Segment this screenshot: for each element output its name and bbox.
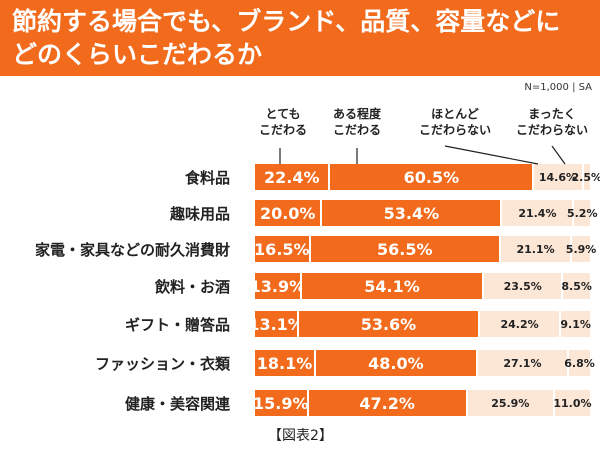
bar-segment: 24.2% xyxy=(479,311,560,337)
bar-segment: 53.6% xyxy=(299,311,478,337)
category-label: 食料品 xyxy=(184,169,230,187)
category-label: 趣味用品 xyxy=(169,205,230,223)
bar-segment: 11.0% xyxy=(553,390,592,416)
bar-segment: 53.4% xyxy=(322,200,501,226)
leader-line xyxy=(551,145,566,165)
bar-segment: 5.9% xyxy=(566,236,596,262)
bar-segment: 8.5% xyxy=(561,273,592,299)
category-label: 家電・家具などの耐久消費財 xyxy=(34,241,230,259)
bar-segment: 56.5% xyxy=(310,236,499,262)
legend-label: ある程度 こだわる xyxy=(332,107,381,137)
bar-segment: 21.1% xyxy=(501,236,571,262)
bar-segment: 21.4% xyxy=(502,200,573,226)
bar-segment: 48.0% xyxy=(315,350,476,376)
bar-segment: 15.9% xyxy=(253,390,309,416)
bar-segment: 14.6% xyxy=(534,164,582,190)
title-line-1: 節約する場合でも、ブランド、品質、容量などに xyxy=(12,7,561,36)
figure-label: 【図表2】 xyxy=(268,428,333,444)
bar-segment: 60.5% xyxy=(330,164,533,190)
category-label: ファッション・衣類 xyxy=(94,355,230,373)
bar-segment: 18.1% xyxy=(255,350,314,376)
bar-segment: 9.1% xyxy=(560,311,591,337)
bar-segment: 22.4% xyxy=(255,164,329,190)
bar-segment: 13.9% xyxy=(250,273,305,299)
sample-note: N=1,000 | SA xyxy=(524,82,592,93)
bar-segment: 25.9% xyxy=(467,390,553,416)
title-banner: 節約する場合でも、ブランド、品質、容量などに どのくらいこだわるか xyxy=(0,0,600,76)
legend-label: まったく こだわらない xyxy=(515,107,588,137)
bar-segment: 23.5% xyxy=(484,273,562,299)
bar-segment: 54.1% xyxy=(301,273,483,299)
bar-segment: 5.2% xyxy=(567,200,597,226)
category-label: ギフト・贈答品 xyxy=(124,316,230,334)
leader-line xyxy=(444,145,539,165)
legend-label: とても こだわる xyxy=(258,107,307,137)
bar-segment: 20.0% xyxy=(255,200,321,226)
bar-segment: 47.2% xyxy=(308,390,466,416)
bar-segment: 27.1% xyxy=(477,350,568,376)
category-label: 健康・美容関連 xyxy=(124,395,230,413)
category-label: 飲料・お酒 xyxy=(154,278,230,296)
bar-segment: 16.5% xyxy=(254,236,310,262)
bar-segment: 13.1% xyxy=(248,311,304,337)
title-line-2: どのくらいこだわるか xyxy=(12,40,263,69)
legend-label: ほとんど こだわらない xyxy=(418,107,491,137)
bar-segment: 6.8% xyxy=(564,350,595,376)
